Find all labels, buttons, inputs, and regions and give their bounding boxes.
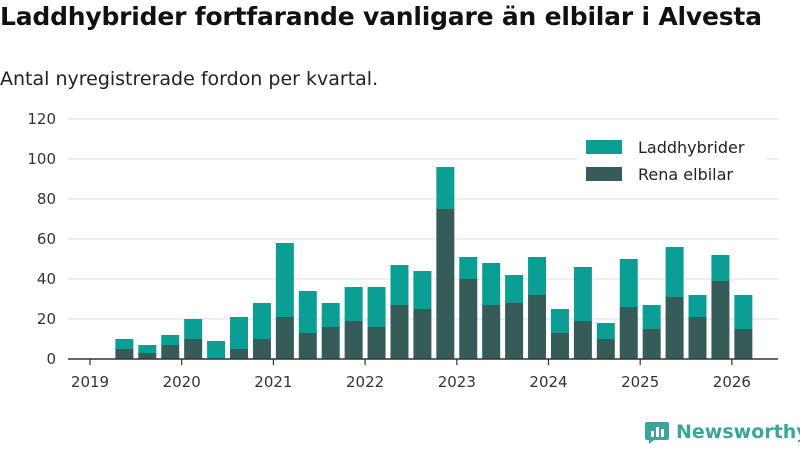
legend-label: Laddhybrider bbox=[638, 138, 745, 157]
bar-laddhybrider bbox=[390, 265, 409, 305]
x-tick-label: 2026 bbox=[713, 373, 751, 391]
bar-laddhybrider bbox=[619, 259, 638, 307]
bar-rena-elbilar bbox=[321, 327, 340, 359]
x-axis: 2019 2020 2021 2022 2023 2024 2025 2026 bbox=[68, 358, 778, 391]
x-tick-label: 2024 bbox=[529, 373, 567, 391]
y-tick-label: 0 bbox=[46, 350, 56, 368]
bar-laddhybrider bbox=[550, 309, 569, 333]
bar-rena-elbilar bbox=[344, 321, 363, 359]
y-tick-label: 60 bbox=[37, 230, 56, 248]
bar-rena-elbilar bbox=[596, 339, 615, 359]
bar-rena-elbilar bbox=[482, 305, 501, 359]
bar-laddhybrider bbox=[138, 345, 157, 353]
bar-rena-elbilar bbox=[230, 349, 249, 359]
bar-rena-elbilar bbox=[550, 333, 569, 359]
bar-rena-elbilar bbox=[138, 353, 157, 359]
bar-rena-elbilar bbox=[184, 339, 203, 359]
y-axis: 0 20 40 60 80 100 120 bbox=[27, 110, 56, 368]
x-tick-label: 2020 bbox=[163, 373, 201, 391]
bar-rena-elbilar bbox=[734, 329, 753, 359]
newsworthy-brand: Newsworthy bbox=[644, 419, 800, 445]
bar-laddhybrider bbox=[161, 335, 180, 345]
chart-title: Laddhybrider fortfarande vanligare än el… bbox=[0, 2, 762, 31]
bar-laddhybrider bbox=[413, 271, 432, 309]
bar-laddhybrider bbox=[367, 287, 386, 327]
x-tick-label: 2019 bbox=[71, 373, 109, 391]
legend-label: Rena elbilar bbox=[638, 165, 733, 184]
y-tick-label: 40 bbox=[37, 270, 56, 288]
bar-rena-elbilar bbox=[367, 327, 386, 359]
legend-swatch bbox=[586, 140, 622, 154]
bar-rena-elbilar bbox=[390, 305, 409, 359]
bar-laddhybrider bbox=[184, 319, 203, 339]
bar-laddhybrider bbox=[207, 341, 226, 359]
bar-laddhybrider bbox=[344, 287, 363, 321]
bar-laddhybrider bbox=[115, 339, 134, 349]
bar-rena-elbilar bbox=[275, 317, 294, 359]
bar-laddhybrider bbox=[482, 263, 501, 305]
bar-laddhybrider bbox=[734, 295, 753, 329]
bar-laddhybrider bbox=[642, 305, 661, 329]
y-tick-label: 120 bbox=[27, 110, 56, 128]
brand-name: Newsworthy bbox=[676, 421, 800, 443]
bar-rena-elbilar bbox=[642, 329, 661, 359]
bar-rena-elbilar bbox=[459, 279, 478, 359]
bar-laddhybrider bbox=[459, 257, 478, 279]
bar-laddhybrider bbox=[252, 303, 271, 339]
bar-rena-elbilar bbox=[711, 281, 730, 359]
bar-rena-elbilar bbox=[298, 333, 317, 359]
x-tick-label: 2023 bbox=[438, 373, 476, 391]
bar-rena-elbilar bbox=[115, 349, 134, 359]
bar-laddhybrider bbox=[505, 275, 524, 303]
bar-rena-elbilar bbox=[252, 339, 271, 359]
x-tick-label: 2022 bbox=[346, 373, 384, 391]
bar-laddhybrider bbox=[275, 243, 294, 317]
bar-laddhybrider bbox=[230, 317, 249, 349]
y-tick-label: 80 bbox=[37, 190, 56, 208]
chart-subtitle: Antal nyregistrerade fordon per kvartal. bbox=[0, 68, 379, 90]
bar-rena-elbilar bbox=[413, 309, 432, 359]
bar-rena-elbilar bbox=[619, 307, 638, 359]
y-tick-label: 20 bbox=[37, 310, 56, 328]
bar-laddhybrider bbox=[436, 167, 455, 209]
legend-swatch bbox=[586, 167, 622, 181]
legend: Laddhybrider Rena elbilar bbox=[577, 132, 767, 188]
bar-laddhybrider bbox=[688, 295, 707, 317]
bars bbox=[115, 167, 753, 359]
x-tick-label: 2021 bbox=[254, 373, 292, 391]
bar-rena-elbilar bbox=[436, 209, 455, 359]
y-tick-label: 100 bbox=[27, 150, 56, 168]
bar-rena-elbilar bbox=[505, 303, 524, 359]
bar-rena-elbilar bbox=[665, 297, 684, 359]
bar-laddhybrider bbox=[298, 291, 317, 333]
bar-rena-elbilar bbox=[528, 295, 547, 359]
bar-laddhybrider bbox=[711, 255, 730, 281]
bar-laddhybrider bbox=[528, 257, 547, 295]
bar-laddhybrider bbox=[596, 323, 615, 339]
x-tick-label: 2025 bbox=[621, 373, 659, 391]
bar-laddhybrider bbox=[321, 303, 340, 327]
bar-rena-elbilar bbox=[161, 345, 180, 359]
bar-laddhybrider bbox=[573, 267, 592, 321]
bar-laddhybrider bbox=[665, 247, 684, 297]
bar-rena-elbilar bbox=[688, 317, 707, 359]
bar-rena-elbilar bbox=[573, 321, 592, 359]
newsworthy-logo-icon bbox=[645, 422, 669, 444]
